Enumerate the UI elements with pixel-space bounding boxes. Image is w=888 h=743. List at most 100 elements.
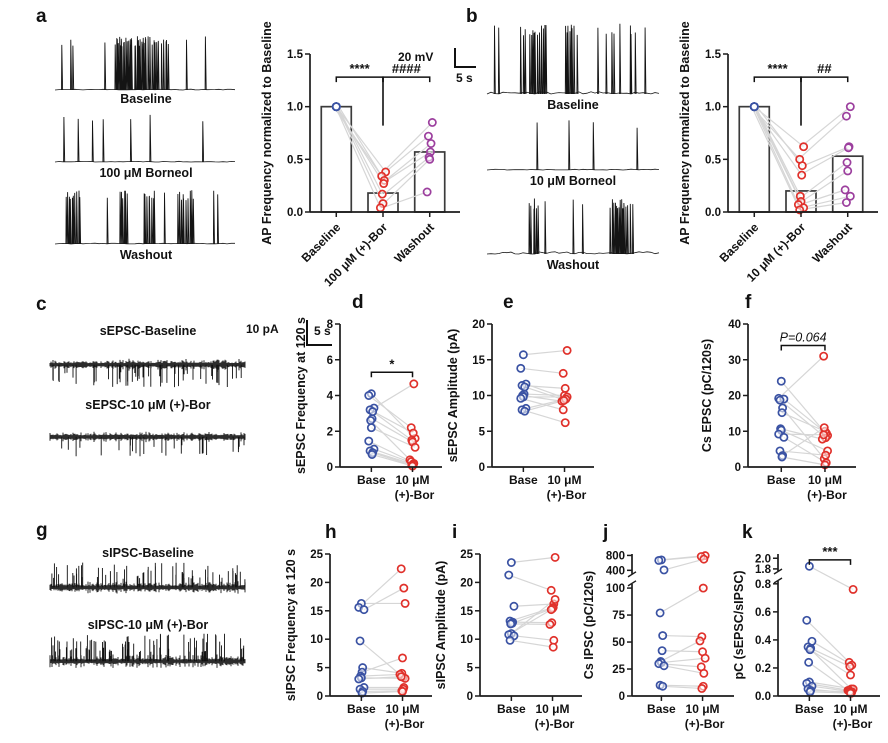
svg-text:25: 25 (612, 664, 625, 676)
svg-text:20: 20 (472, 319, 485, 331)
svg-text:1.0: 1.0 (705, 102, 721, 114)
panel-a-trace-borneol-label: 100 μM Borneol (99, 166, 193, 180)
svg-text:0: 0 (467, 691, 473, 703)
svg-text:0: 0 (317, 691, 323, 703)
svg-text:(+)-Bor: (+)-Bor (547, 488, 587, 502)
panel-b-trace-baseline-label: Baseline (547, 98, 599, 112)
svg-text:10 μM: 10 μM (808, 473, 842, 487)
svg-text:sEPSC Amplitude (pA): sEPSC Amplitude (pA) (446, 329, 460, 463)
scalebar-amplitude-label: 10 pA (246, 322, 279, 336)
svg-text:0.4: 0.4 (755, 635, 772, 647)
scalebar-time-label: 5 s (456, 71, 473, 85)
panel-e-chart: 0 5 10 15 20 sEPSC Amplitude (pA) Base 10 μM(+)… (446, 319, 594, 502)
svg-text:0.5: 0.5 (705, 154, 722, 166)
svg-text:Base: Base (647, 702, 676, 716)
panel-b-trace-washout-label: Washout (546, 258, 600, 272)
svg-text:(+)-Bor: (+)-Bor (535, 717, 575, 731)
svg-text:5: 5 (317, 663, 324, 675)
scalebar-vertical-bar (454, 48, 457, 68)
svg-text:10: 10 (728, 426, 741, 438)
svg-text:75: 75 (612, 610, 625, 622)
svg-text:Base: Base (497, 702, 526, 716)
panel-i-letter: i (452, 522, 458, 543)
svg-text:0.0: 0.0 (705, 207, 721, 219)
panel-b-trace-washout (486, 198, 660, 255)
panel-c-scalebar: 10 pA 5 s (246, 318, 338, 360)
panel-g-trace-baseline (49, 562, 246, 594)
svg-text:Base: Base (357, 473, 386, 487)
panel-a-trace-borneol (54, 114, 236, 163)
svg-text:40: 40 (728, 319, 741, 331)
svg-text:25: 25 (460, 549, 473, 561)
svg-text:pC (sEPSC/sIPSC): pC (sEPSC/sIPSC) (732, 570, 746, 679)
svg-text:1.0: 1.0 (287, 102, 303, 114)
svg-text:sIPSC Frequency at 120 s: sIPSC Frequency at 120 s (284, 549, 298, 701)
svg-text:0.2: 0.2 (755, 663, 771, 675)
scalebar-vertical-bar (306, 320, 309, 346)
panel-b-trace-baseline (486, 23, 660, 95)
scalebar-horizontal-bar (454, 66, 476, 69)
svg-text:30: 30 (728, 355, 741, 367)
panel-h-letter: h (325, 522, 337, 543)
svg-text:15: 15 (472, 355, 485, 367)
scalebar-time-label: 5 s (314, 324, 331, 338)
panel-c-trace-baseline-label: sEPSC-Baseline (99, 324, 197, 338)
svg-text:10 μM: 10 μM (686, 702, 720, 716)
svg-text:0.0: 0.0 (287, 207, 303, 219)
svg-text:5: 5 (479, 426, 486, 438)
svg-text:0: 0 (327, 462, 333, 474)
svg-text:0.8: 0.8 (755, 579, 772, 591)
svg-text:(+)-Bor: (+)-Bor (385, 717, 425, 731)
svg-text:***: *** (822, 544, 838, 559)
svg-text:20: 20 (460, 577, 473, 589)
svg-text:(+)-Bor: (+)-Bor (685, 717, 725, 731)
svg-text:Base: Base (795, 702, 824, 716)
panel-f-chart: 0 10 20 30 40 Cs EPSC (pC/120s) Base 10 μM(+)-B… (700, 319, 856, 502)
svg-text:10: 10 (310, 634, 323, 646)
panel-e-letter: e (503, 292, 514, 313)
svg-text:Base: Base (767, 473, 796, 487)
svg-text:Baseline: Baseline (299, 220, 344, 265)
panel-d-letter: d (352, 292, 364, 313)
svg-text:10 μM: 10 μM (536, 702, 570, 716)
svg-text:sIPSC Amplitude (pA): sIPSC Amplitude (pA) (434, 561, 448, 690)
scalebar-amplitude-label: 20 mV (398, 50, 434, 64)
svg-text:400: 400 (606, 565, 625, 577)
panel-h-chart: 0 5 10 15 20 25 sIPSC Frequency at 120 s Base 10… (284, 549, 432, 731)
panel-c-letter: c (36, 294, 47, 315)
panel-a-trace-baseline (54, 36, 236, 91)
svg-text:Base: Base (347, 702, 376, 716)
panel-g-letter: g (36, 520, 48, 541)
svg-text:Base: Base (509, 473, 538, 487)
panel-b-trace-borneol (486, 120, 660, 171)
svg-text:####: #### (392, 61, 422, 76)
panel-a-trace-washout (54, 190, 235, 245)
svg-text:10 μM: 10 μM (548, 473, 582, 487)
svg-text:P=0.064: P=0.064 (780, 330, 827, 344)
panel-a-letter: a (36, 6, 47, 27)
svg-text:Washout: Washout (809, 220, 854, 265)
panel-a-trace-washout-label: Washout (119, 248, 173, 262)
svg-text:(+)-Bor: (+)-Bor (833, 717, 873, 731)
svg-text:1.5: 1.5 (705, 49, 722, 61)
panel-a-trace-baseline-label: Baseline (120, 92, 172, 106)
svg-text:Baseline: Baseline (717, 220, 762, 265)
panel-g-trace-borneol-label: sIPSC-10 μM (+)-Bor (87, 618, 209, 632)
svg-text:(+)-Bor: (+)-Bor (807, 488, 847, 502)
svg-text:100: 100 (606, 583, 625, 595)
svg-text:0.0: 0.0 (755, 691, 771, 703)
panel-b-chart: 0.0 0.5 1.0 1.5 AP Frequency normalized to B… (678, 21, 878, 285)
svg-text:10: 10 (472, 391, 485, 403)
svg-text:sEPSC Frequency at 120 s: sEPSC Frequency at 120 s (294, 317, 308, 474)
svg-text:Cs EPSC (pC/120s): Cs EPSC (pC/120s) (700, 339, 714, 452)
svg-text:10 μM: 10 μM (396, 473, 430, 487)
svg-text:50: 50 (612, 637, 625, 649)
panel-c-trace-borneol-label: sEPSC-10 μM (+)-Bor (85, 398, 211, 412)
svg-text:4: 4 (327, 391, 334, 403)
svg-text:****: **** (768, 61, 789, 76)
panel-c-trace-baseline (49, 358, 246, 388)
svg-text:10 μM: 10 μM (834, 702, 868, 716)
panel-c-trace-borneol (49, 431, 246, 457)
svg-text:*: * (389, 356, 395, 371)
panel-k-letter: k (742, 522, 753, 543)
